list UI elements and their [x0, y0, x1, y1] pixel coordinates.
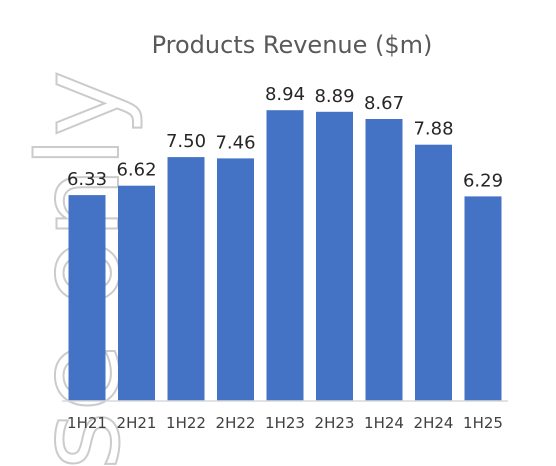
- bar-2h22: [217, 158, 254, 401]
- value-label-1h25: 6.29: [463, 170, 503, 191]
- value-label-1h21: 6.33: [67, 169, 107, 190]
- value-label-2h22: 7.46: [215, 132, 255, 153]
- x-tick-label-1h21: 1H21: [67, 414, 107, 432]
- bar-1h22: [167, 157, 205, 401]
- x-tick-label-1h22: 1H22: [166, 414, 206, 432]
- x-tick-label-2h21: 2H21: [117, 414, 157, 432]
- value-label-1h23: 8.94: [265, 84, 305, 105]
- bar-1h24: [365, 119, 403, 401]
- chart-title: Products Revenue ($m): [152, 31, 433, 59]
- value-label-1h24: 8.67: [364, 93, 404, 114]
- x-tick-label-1h24: 1H24: [364, 414, 404, 432]
- x-tick-label-1h25: 1H25: [463, 414, 503, 432]
- value-label-2h24: 7.88: [413, 119, 453, 140]
- x-tick-label-2h23: 2H23: [315, 414, 355, 432]
- x-tick-label-2h24: 2H24: [414, 414, 454, 432]
- value-label-2h23: 8.89: [314, 86, 354, 107]
- bar-2h24: [415, 144, 452, 401]
- x-tick-label-2h22: 2H22: [216, 414, 256, 432]
- bar-1h23: [266, 110, 304, 401]
- x-tick-labels: 1H21 2H21 1H22 2H22 1H23 2H23 1H24 2H24 1H25: [67, 414, 503, 432]
- bar-2h21: [118, 185, 155, 401]
- x-tick-label-1h23: 1H23: [265, 414, 305, 432]
- bar-1h25: [464, 196, 502, 401]
- bar-1h21: [68, 195, 106, 401]
- value-labels: 6.33 6.62 7.50 7.46 8.94 8.89 8.67 7.88 6.29: [67, 84, 503, 191]
- bar-2h23: [316, 111, 353, 402]
- value-label-2h21: 6.62: [116, 160, 156, 181]
- value-label-1h22: 7.50: [166, 131, 206, 152]
- bar-series: [68, 110, 502, 402]
